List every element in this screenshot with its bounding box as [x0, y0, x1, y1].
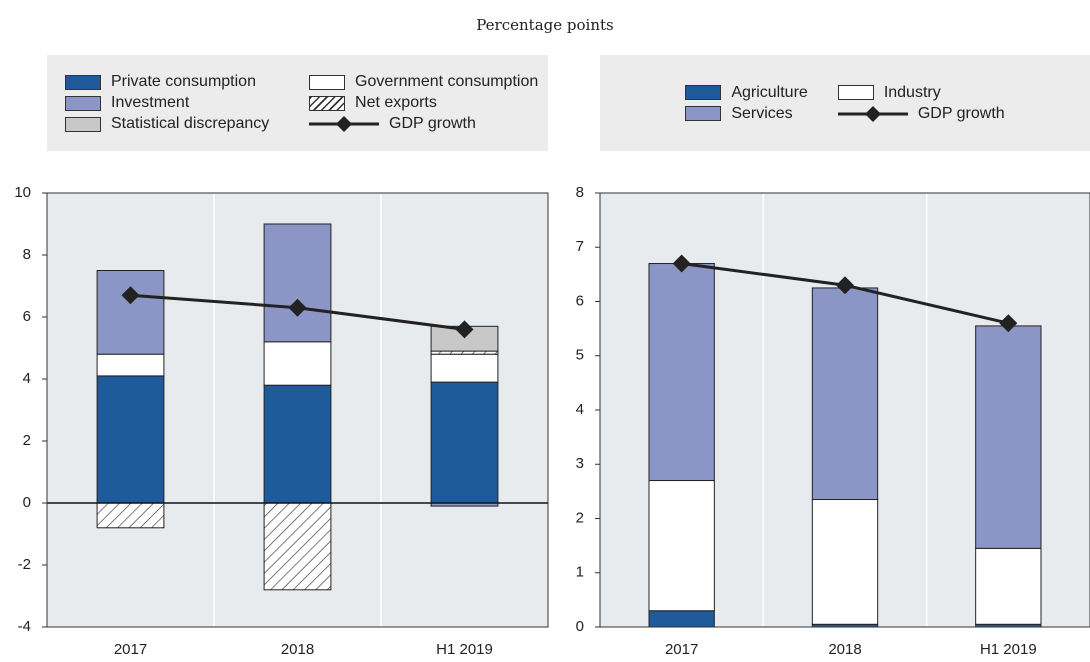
- x-tick-label: 2017: [665, 641, 698, 658]
- bar: [263, 384, 332, 504]
- legend-label: Statistical discrepancy: [111, 115, 270, 132]
- x-tick-label: 2018: [828, 641, 861, 658]
- legend-label: Government consumption: [355, 73, 539, 90]
- y-tick-label: 10: [14, 184, 31, 201]
- legend-entry: Statistical discrepancy: [65, 115, 279, 133]
- legend-swatch: [309, 95, 346, 111]
- y-tick-label: 4: [576, 401, 584, 418]
- y-tick-label: 7: [576, 238, 584, 255]
- y-tick-label: 8: [576, 184, 584, 201]
- legend-entry: Private consumption: [65, 73, 279, 91]
- y-tick-label: 2: [576, 509, 584, 526]
- x-tick-label: 2018: [281, 641, 314, 658]
- legend-entry: Government consumption: [309, 73, 548, 91]
- legend-swatch: [65, 74, 101, 90]
- legend-entry: Net exports: [309, 94, 548, 112]
- bar: [263, 502, 332, 591]
- marker: [288, 298, 307, 317]
- legend-swatch: [685, 106, 722, 121]
- legend-swatch: [685, 85, 722, 100]
- legend-entry: Industry: [837, 83, 1005, 102]
- plot-frame: [599, 192, 1090, 628]
- bar: [263, 223, 332, 343]
- legend-entry: Agriculture: [685, 83, 808, 102]
- x-tick-label: H1 2019: [980, 641, 1037, 658]
- bar: [96, 502, 165, 529]
- y-tick-label: 5: [576, 347, 584, 364]
- bar: [648, 610, 715, 628]
- legend-label: GDP growth: [917, 104, 1005, 122]
- legend-swatch: [837, 105, 908, 122]
- legend-swatch: [65, 95, 101, 111]
- legend-label: Industry: [883, 83, 941, 101]
- legend-swatch: [65, 116, 101, 132]
- legend-label: GDP growth: [389, 115, 476, 132]
- y-tick-label: -4: [18, 618, 31, 635]
- bar: [811, 287, 879, 501]
- y-tick-label: 6: [576, 292, 584, 309]
- legend-swatch: [309, 116, 380, 132]
- bar: [975, 547, 1042, 625]
- legend-entry: GDP growth: [309, 115, 548, 133]
- y-tick-label: 1: [576, 564, 584, 581]
- bar: [96, 375, 165, 504]
- y-tick-label: 3: [576, 455, 584, 472]
- y-tick-label: -2: [18, 556, 31, 573]
- legend-swatch: [837, 85, 874, 100]
- y-tick-label: 0: [576, 618, 584, 635]
- bar: [430, 353, 499, 383]
- legend-entry: Services: [685, 105, 807, 123]
- bar: [648, 480, 715, 612]
- marker: [999, 314, 1018, 333]
- marker: [836, 276, 854, 295]
- marker: [121, 286, 140, 305]
- subtitle: Percentage points: [476, 16, 614, 34]
- legend-entry: GDP growth: [837, 104, 1005, 123]
- y-tick-label: 4: [23, 370, 31, 387]
- y-tick-label: 0: [23, 494, 31, 511]
- legend-label: Investment: [111, 94, 190, 111]
- bar: [430, 381, 499, 504]
- marker: [455, 320, 474, 339]
- legend-label: Private consumption: [111, 73, 256, 90]
- legend-label: Net exports: [355, 94, 437, 111]
- plot-frame: [46, 192, 549, 628]
- x-tick-label: 2017: [114, 641, 147, 658]
- legend-label: Agriculture: [731, 83, 808, 101]
- bar: [648, 263, 715, 482]
- bar: [96, 270, 165, 355]
- y-tick-label: 6: [23, 308, 31, 325]
- legend-label: Services: [731, 104, 793, 122]
- x-tick-label: H1 2019: [436, 641, 493, 658]
- y-tick-label: 2: [23, 432, 31, 449]
- bar: [975, 325, 1042, 549]
- bar: [811, 499, 879, 625]
- marker: [672, 254, 691, 273]
- legend: Private consumption Government consumptio…: [47, 55, 548, 151]
- legend-entry: Investment: [65, 94, 279, 112]
- bar: [96, 353, 165, 377]
- legend-swatch: [309, 74, 346, 90]
- legend: Agriculture Industry Services GDP growth: [600, 55, 1090, 151]
- y-tick-label: 8: [23, 246, 31, 263]
- bar: [263, 341, 332, 386]
